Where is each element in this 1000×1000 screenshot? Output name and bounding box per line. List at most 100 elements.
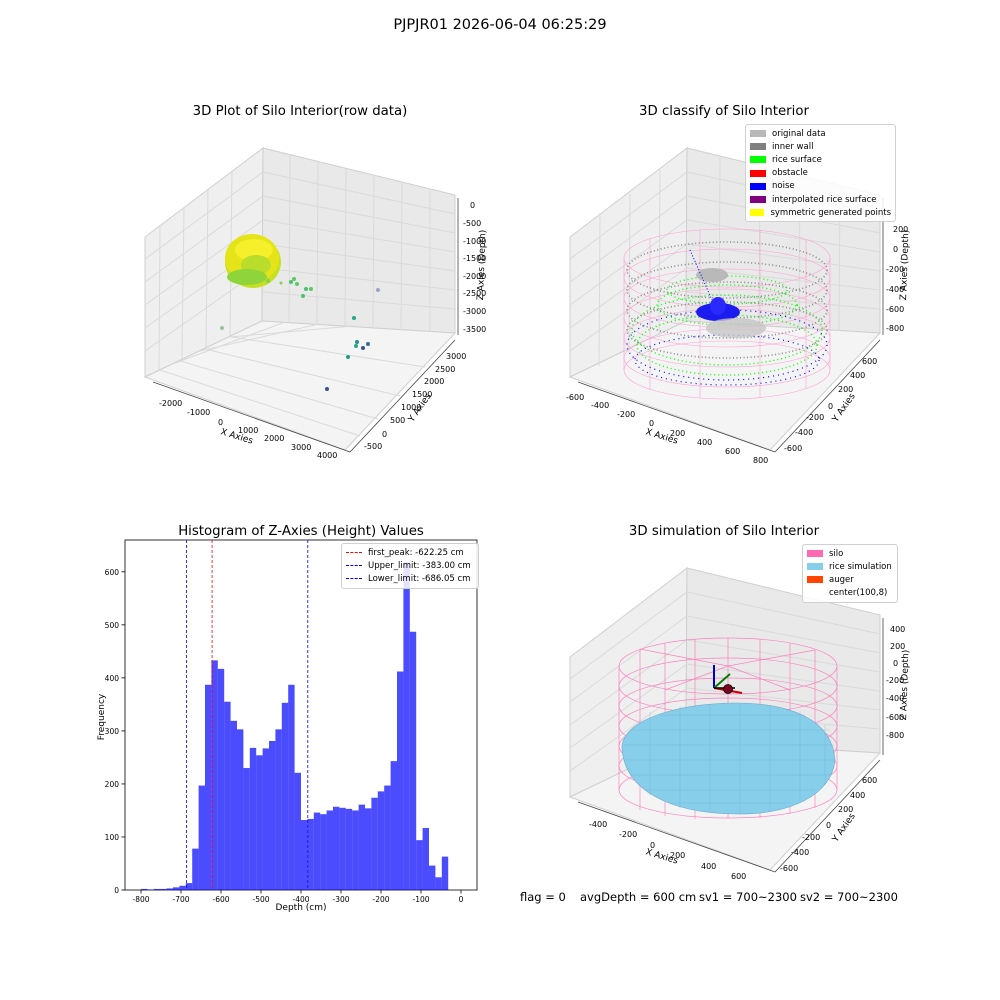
footer-sv1: sv1 = 700~2300 bbox=[699, 890, 797, 904]
legend-swatch bbox=[750, 169, 766, 177]
histogram-bar bbox=[384, 785, 391, 890]
histogram-bar bbox=[435, 877, 442, 890]
classify-xtick-3: 0 bbox=[649, 419, 655, 428]
histogram-bar bbox=[294, 772, 301, 890]
histogram-bar bbox=[166, 888, 173, 890]
histogram-bar bbox=[249, 747, 257, 890]
histogram-bar bbox=[320, 814, 327, 890]
histogram-y-tick-label: 600 bbox=[105, 568, 120, 577]
raw-ztick-1: -500 bbox=[463, 219, 482, 228]
histogram-bar bbox=[371, 797, 378, 890]
raw-panel-title: 3D Plot of Silo Interior(row data) bbox=[192, 104, 408, 119]
histogram-bar bbox=[256, 755, 263, 890]
simulation-xtick-5: 600 bbox=[731, 872, 747, 881]
legend-item-interpolated: interpolated rice surface bbox=[750, 193, 891, 206]
histogram-bar bbox=[141, 888, 148, 890]
simulation-ztick-3: -200 bbox=[886, 676, 905, 685]
legend-label: obstacle bbox=[772, 168, 808, 179]
classify-ztick-5: -800 bbox=[886, 324, 905, 333]
classify-ytick-5: 400 bbox=[850, 371, 866, 380]
legend-item-rice-simulation: rice simulation bbox=[807, 560, 893, 573]
raw-ztick-7: -3500 bbox=[463, 325, 487, 334]
raw-ztick-0: 0 bbox=[470, 201, 476, 210]
histogram-bar bbox=[377, 791, 385, 890]
histogram-bar bbox=[185, 883, 193, 890]
simulation-ztick-1: 200 bbox=[890, 642, 906, 651]
legend-swatch bbox=[807, 576, 823, 584]
histogram-bar bbox=[416, 840, 423, 890]
simulation-ytick-0: -600 bbox=[780, 864, 799, 873]
legend-item-symmetric: symmetric generated points bbox=[750, 206, 891, 219]
raw-ztick-4: -2000 bbox=[463, 272, 487, 281]
raw-xtick-2: 0 bbox=[218, 418, 224, 427]
histogram-y-tick-label: 300 bbox=[105, 727, 120, 736]
classify-xtick-4: 200 bbox=[670, 429, 686, 438]
simulation-xtick-4: 400 bbox=[701, 862, 717, 871]
raw-ztick-3: -1500 bbox=[463, 254, 487, 263]
histogram-bar bbox=[429, 865, 436, 890]
histogram-bar bbox=[192, 848, 199, 890]
simulation-ytick-4: 200 bbox=[838, 805, 854, 814]
footer-flag: flag = 0 bbox=[520, 890, 566, 904]
legend-swatch bbox=[750, 143, 766, 151]
histogram-bar bbox=[147, 889, 154, 890]
legend-item-first-peak: first_peak: -622.25 cm bbox=[346, 546, 474, 559]
simulation-ytick-6: 600 bbox=[862, 776, 878, 785]
histogram-xlabel: Depth (cm) bbox=[275, 903, 327, 913]
legend-item-original-data: original data bbox=[750, 127, 891, 140]
simulation-xtick-2: 0 bbox=[650, 841, 656, 850]
histogram-bar bbox=[390, 761, 397, 890]
histogram-legend: first_peak: -622.25 cm Upper_limit: -383… bbox=[341, 543, 479, 589]
legend-label: interpolated rice surface bbox=[772, 194, 877, 205]
simulation-ytick-1: -400 bbox=[791, 848, 810, 857]
legend-label: Upper_limit: -383.00 cm bbox=[368, 560, 471, 571]
simulation-ytick-5: 400 bbox=[850, 791, 866, 800]
figure-title: PJPJR01 2026-06-04 06:25:29 bbox=[393, 17, 607, 33]
histogram-bar bbox=[326, 810, 333, 890]
simulation-legend: silo rice simulation auger center(100,8) bbox=[802, 544, 898, 603]
histogram-x-tick-label: -700 bbox=[172, 895, 189, 904]
histogram-bars bbox=[141, 562, 449, 890]
legend-swatch bbox=[750, 182, 766, 190]
histogram-bar bbox=[307, 818, 314, 890]
histogram-bar bbox=[301, 820, 308, 890]
raw-xtick-0: -2000 bbox=[159, 399, 183, 408]
histogram-bar bbox=[275, 729, 282, 890]
raw-ytick-6: 2500 bbox=[435, 365, 456, 374]
simulation-xtick-0: -400 bbox=[589, 820, 608, 829]
legend-label: silo bbox=[829, 548, 844, 559]
legend-item-upper-limit: Upper_limit: -383.00 cm bbox=[346, 559, 474, 572]
simulation-xtick-1: -200 bbox=[619, 830, 638, 839]
raw-ytick-5: 2000 bbox=[424, 377, 445, 386]
legend-item-noise: noise bbox=[750, 180, 891, 193]
histogram-x-tick-label: -500 bbox=[252, 895, 269, 904]
histogram-bar bbox=[358, 804, 365, 890]
histogram-bar bbox=[441, 856, 449, 890]
classify-legend: original data inner wall rice surface ob… bbox=[745, 124, 896, 223]
histogram-bar bbox=[262, 748, 269, 890]
histogram-bar bbox=[365, 808, 372, 890]
footer-sv2: sv2 = 700~2300 bbox=[800, 890, 898, 904]
histogram-x-tick-label: -400 bbox=[292, 895, 309, 904]
histogram-bar bbox=[333, 806, 340, 890]
legend-swatch bbox=[807, 589, 823, 597]
classify-ztick-4: -600 bbox=[886, 305, 905, 314]
classify-xtick-2: -200 bbox=[617, 410, 636, 419]
histogram-bar bbox=[397, 671, 404, 890]
histogram-bar bbox=[339, 807, 346, 890]
classify-ytick-2: -200 bbox=[806, 413, 825, 422]
simulation-ztick-0: 400 bbox=[890, 625, 906, 634]
histogram-bar bbox=[237, 729, 244, 890]
legend-item-obstacle: obstacle bbox=[750, 167, 891, 180]
raw-xtick-3: 1000 bbox=[238, 426, 259, 435]
histogram-bar bbox=[288, 684, 295, 890]
simulation-ztick-4: -400 bbox=[886, 694, 905, 703]
legend-label: first_peak: -622.25 cm bbox=[368, 547, 464, 558]
raw-ytick-0: -500 bbox=[364, 442, 383, 451]
raw-ytick-3: 1000 bbox=[401, 403, 422, 412]
classify-xtick-6: 600 bbox=[725, 447, 741, 456]
histogram-y-tick-label: 500 bbox=[105, 621, 120, 630]
histogram-bar bbox=[269, 740, 276, 890]
histogram-x-ticks: -800 -700 -600 -500 -400 -300 -200 -100 0 bbox=[132, 890, 464, 904]
histogram-bar bbox=[230, 720, 237, 890]
